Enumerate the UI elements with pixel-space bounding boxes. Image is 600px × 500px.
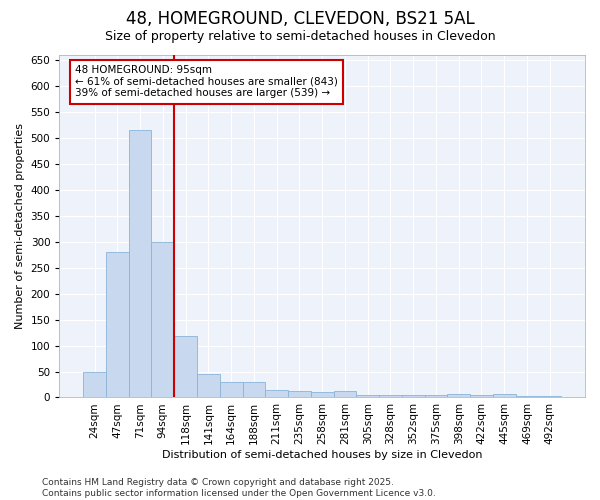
Bar	[197, 374, 220, 398]
Bar	[106, 252, 129, 398]
Bar	[129, 130, 151, 398]
Bar	[288, 391, 311, 398]
Text: 48 HOMEGROUND: 95sqm
← 61% of semi-detached houses are smaller (843)
39% of semi: 48 HOMEGROUND: 95sqm ← 61% of semi-detac…	[75, 66, 338, 98]
Bar	[151, 242, 174, 398]
Bar	[242, 382, 265, 398]
Bar	[334, 391, 356, 398]
X-axis label: Distribution of semi-detached houses by size in Clevedon: Distribution of semi-detached houses by …	[162, 450, 482, 460]
Bar	[311, 392, 334, 398]
Bar	[356, 395, 379, 398]
Bar	[220, 382, 242, 398]
Bar	[470, 395, 493, 398]
Text: Size of property relative to semi-detached houses in Clevedon: Size of property relative to semi-detach…	[104, 30, 496, 43]
Y-axis label: Number of semi-detached properties: Number of semi-detached properties	[15, 123, 25, 329]
Bar	[448, 394, 470, 398]
Bar	[425, 395, 448, 398]
Bar	[515, 396, 538, 398]
Bar	[174, 336, 197, 398]
Text: 48, HOMEGROUND, CLEVEDON, BS21 5AL: 48, HOMEGROUND, CLEVEDON, BS21 5AL	[125, 10, 475, 28]
Bar	[493, 394, 515, 398]
Text: Contains HM Land Registry data © Crown copyright and database right 2025.
Contai: Contains HM Land Registry data © Crown c…	[42, 478, 436, 498]
Bar	[538, 396, 561, 398]
Bar	[402, 395, 425, 398]
Bar	[379, 395, 402, 398]
Bar	[265, 390, 288, 398]
Bar	[83, 372, 106, 398]
